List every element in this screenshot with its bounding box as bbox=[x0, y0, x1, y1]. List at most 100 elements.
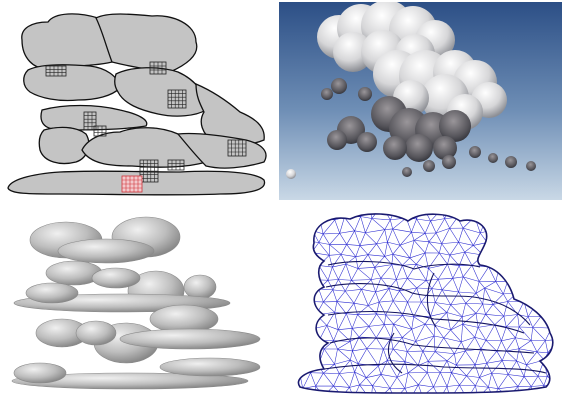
mesh-edge bbox=[458, 242, 465, 253]
grid-patch bbox=[149, 61, 167, 75]
mesh-edge bbox=[458, 265, 464, 277]
mesh-edge bbox=[413, 240, 426, 254]
mesh-edge bbox=[438, 243, 442, 254]
mesh-edge bbox=[446, 304, 451, 313]
mesh-edge bbox=[418, 372, 428, 385]
mesh-edge bbox=[359, 245, 369, 255]
mesh-edge bbox=[390, 324, 394, 339]
mesh-contour bbox=[329, 337, 535, 354]
mesh-edge bbox=[358, 326, 370, 338]
mesh-edge bbox=[479, 372, 492, 378]
mesh-edge bbox=[380, 374, 398, 378]
mesh-edge bbox=[488, 373, 492, 388]
mesh-edge bbox=[527, 316, 533, 328]
mesh-edge bbox=[384, 324, 392, 339]
mesh-edge bbox=[484, 281, 496, 289]
mesh-edge bbox=[421, 213, 431, 222]
mesh-edge bbox=[447, 384, 460, 387]
mesh-edge bbox=[328, 279, 339, 281]
mesh-edge bbox=[516, 360, 527, 366]
mesh-edge bbox=[430, 220, 437, 234]
mesh-edge bbox=[402, 329, 412, 338]
mesh-edge bbox=[458, 291, 477, 294]
mesh-edge bbox=[435, 302, 448, 313]
region-lower-right bbox=[176, 132, 267, 169]
mesh-edge bbox=[475, 303, 483, 314]
mesh-edge bbox=[503, 316, 507, 327]
mesh-edge bbox=[378, 365, 382, 375]
mesh-edge bbox=[323, 348, 335, 365]
mesh-edge bbox=[463, 276, 480, 282]
mesh-edge bbox=[401, 337, 408, 352]
mesh-edge bbox=[449, 242, 459, 256]
mesh-edge bbox=[424, 233, 430, 242]
mesh-edge bbox=[344, 217, 355, 231]
mesh-edge bbox=[447, 264, 454, 279]
mesh-edge bbox=[372, 374, 382, 386]
mesh-edge bbox=[392, 253, 410, 259]
mesh-edge bbox=[393, 315, 403, 325]
mesh-edge bbox=[434, 312, 448, 326]
mesh-contour bbox=[426, 272, 437, 328]
mesh-edge bbox=[426, 278, 439, 281]
mesh-edge bbox=[433, 335, 436, 352]
grid-patch bbox=[227, 139, 247, 157]
mesh-edge bbox=[332, 289, 338, 302]
mesh-edge bbox=[392, 290, 400, 302]
mesh-contour bbox=[327, 260, 481, 270]
mesh-edge bbox=[451, 372, 467, 377]
mesh-edge bbox=[446, 312, 451, 331]
mesh-edge bbox=[413, 316, 426, 325]
cloud-body bbox=[286, 2, 536, 179]
mesh-edge bbox=[350, 341, 353, 351]
mesh-edge bbox=[396, 377, 406, 389]
mesh-edge bbox=[350, 359, 359, 365]
mesh-edge bbox=[359, 377, 367, 386]
cloud-puff bbox=[439, 110, 471, 142]
mesh-edge bbox=[435, 351, 455, 354]
mesh-edge bbox=[475, 362, 487, 366]
mesh-edge bbox=[391, 264, 397, 280]
mesh-edge bbox=[391, 337, 403, 339]
mesh-edge bbox=[434, 351, 448, 362]
mesh-edge bbox=[383, 348, 388, 361]
mesh-edge bbox=[379, 300, 394, 303]
mesh-edge bbox=[380, 374, 391, 389]
mesh-edge bbox=[452, 276, 464, 279]
cloud-puff bbox=[488, 153, 498, 163]
mesh-edge bbox=[446, 360, 457, 366]
mesh-edge bbox=[446, 312, 463, 318]
mesh-edge bbox=[474, 327, 479, 338]
mesh-edge bbox=[323, 301, 335, 313]
mesh-edge bbox=[437, 279, 443, 290]
mesh-edge bbox=[406, 341, 416, 352]
mesh-edge bbox=[473, 232, 481, 246]
mesh-edge bbox=[351, 279, 372, 281]
triangle-wireframe-mesh-panel bbox=[284, 203, 565, 401]
mesh-edge bbox=[426, 268, 429, 281]
mesh-edge bbox=[399, 245, 410, 259]
mesh-edge bbox=[392, 245, 401, 255]
mesh-edge bbox=[365, 232, 377, 245]
mesh-edge bbox=[430, 218, 445, 222]
mesh-edge bbox=[547, 339, 553, 353]
mesh-edge bbox=[352, 326, 369, 329]
cloud-puff bbox=[383, 136, 407, 160]
mesh-edge bbox=[427, 372, 434, 388]
mesh-edge bbox=[315, 372, 324, 387]
mesh-edge bbox=[327, 280, 334, 290]
mesh-edge bbox=[345, 256, 356, 265]
mesh-edge bbox=[351, 280, 362, 290]
mesh-edge bbox=[501, 360, 509, 375]
blob-shape bbox=[183, 274, 217, 300]
mesh-edge bbox=[334, 312, 339, 330]
mesh-edge bbox=[415, 323, 426, 342]
mesh-edge bbox=[327, 266, 333, 281]
mesh-edge bbox=[451, 364, 457, 373]
mesh-edge bbox=[532, 327, 546, 341]
mesh-edge bbox=[371, 218, 385, 230]
mesh-edge bbox=[458, 228, 464, 243]
mesh-edge bbox=[384, 219, 391, 230]
mesh-edge bbox=[346, 244, 360, 246]
mesh-edge bbox=[392, 348, 406, 362]
